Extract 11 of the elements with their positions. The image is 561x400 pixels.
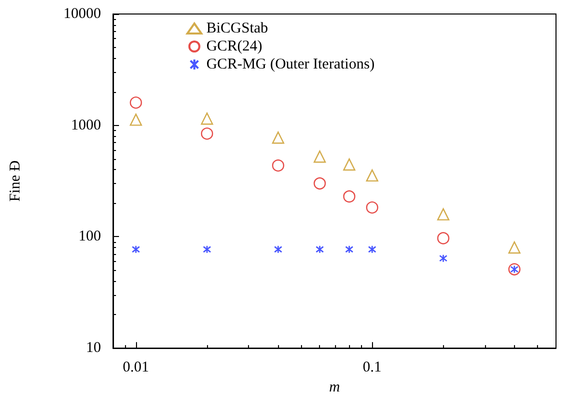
y-tick-label: 10000: [64, 6, 101, 22]
x-axis-title: m: [329, 380, 340, 396]
legend-label: BiCGStab: [206, 20, 268, 36]
x-tick-label: 0.01: [122, 360, 150, 376]
y-tick-label: 10: [86, 340, 101, 356]
legend-label: GCR(24): [206, 38, 262, 54]
y-tick-label: 1000: [71, 117, 101, 134]
legend-label: GCR-MG (Outer Iterations): [206, 56, 375, 72]
y-tick-label: 100: [78, 228, 101, 245]
x-tick-label: 0.1: [362, 360, 382, 376]
y-axis-title: Fine Đ: [8, 160, 24, 202]
